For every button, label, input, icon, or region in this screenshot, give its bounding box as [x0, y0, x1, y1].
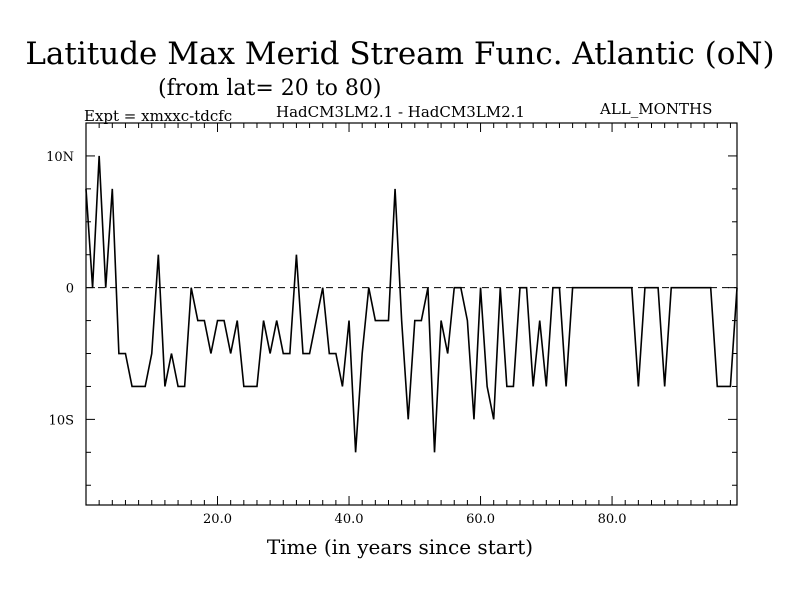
- plot-frame: [85, 122, 738, 506]
- x-tick-label: 40.0: [335, 512, 364, 527]
- series-line: [85, 155, 738, 453]
- x-axis-label: Time (in years since start): [266, 535, 534, 559]
- y-tick-label: 10N: [46, 150, 74, 165]
- series-group: [85, 155, 738, 453]
- chart-title: Latitude Max Merid Stream Func. Atlantic…: [25, 36, 775, 72]
- months-label: ALL_MONTHS: [600, 100, 713, 118]
- y-tick-label: 10S: [49, 413, 74, 428]
- chart-subtitle: (from lat= 20 to 80): [158, 76, 382, 101]
- y-tick-label: 0: [66, 282, 74, 297]
- experiment-label: Expt = xmxxc-tdcfc: [84, 107, 233, 125]
- model-label: HadCM3LM2.1 - HadCM3LM2.1: [276, 103, 525, 121]
- x-tick-label: 20.0: [203, 512, 232, 527]
- axis-ticks: [86, 122, 737, 505]
- x-tick-label: 80.0: [598, 512, 627, 527]
- tick-labels: 20.0 40.0 60.0 80.0 10N 0 10S: [46, 150, 626, 527]
- x-tick-label: 60.0: [466, 512, 495, 527]
